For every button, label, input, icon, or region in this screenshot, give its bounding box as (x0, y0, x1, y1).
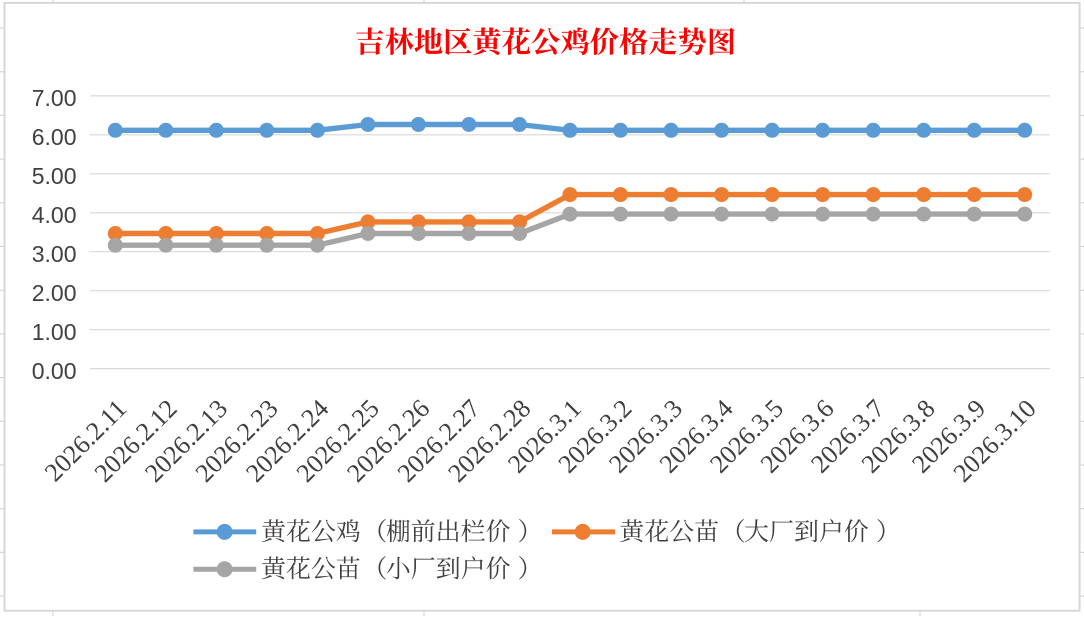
svg-text:2.00: 2.00 (32, 280, 77, 306)
svg-text:5.00: 5.00 (32, 163, 77, 189)
svg-text:6.00: 6.00 (32, 124, 77, 150)
svg-text:3.00: 3.00 (32, 241, 77, 267)
svg-text:7.00: 7.00 (32, 85, 77, 111)
svg-text:0.00: 0.00 (32, 358, 77, 384)
svg-text:4.00: 4.00 (32, 202, 77, 228)
svg-text:1.00: 1.00 (32, 319, 77, 345)
